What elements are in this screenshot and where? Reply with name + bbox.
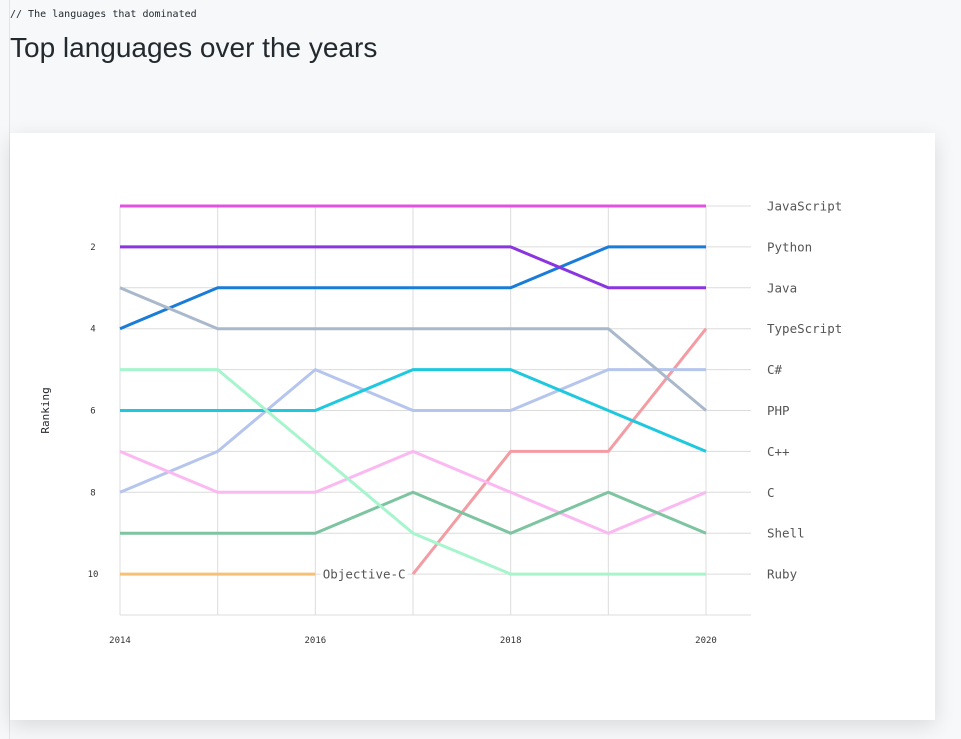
series-label: Java (767, 280, 797, 295)
x-tick-label: 2018 (500, 636, 522, 646)
y-axis-title: Ranking (39, 387, 52, 433)
page-title: Top languages over the years (10, 32, 378, 63)
series-line-php (119, 286, 707, 412)
y-tick-label: 8 (90, 488, 95, 498)
series-label: Python (767, 239, 812, 254)
inline-series-label: Objective-C (323, 567, 406, 582)
series-line-java (120, 245, 706, 290)
series-label: C# (767, 362, 783, 377)
series-line-cpp (120, 368, 707, 453)
x-tick-label: 2014 (109, 636, 131, 646)
series-line-c (119, 449, 707, 535)
x-tick-label: 2020 (695, 636, 717, 646)
section-comment: // The languages that dominated (10, 9, 197, 20)
left-divider (9, 0, 10, 739)
y-tick-label: 4 (90, 325, 95, 335)
chart-card: Objective-C JavaScript Python Java TypeScrip… (10, 133, 935, 720)
series-label: C++ (767, 444, 790, 459)
series-line-python (119, 245, 706, 331)
series-label: TypeScript (767, 321, 842, 336)
series-line-shell (120, 490, 707, 535)
y-tick-label: 2 (90, 243, 95, 253)
series-line-csharp (119, 368, 706, 494)
bump-chart: Objective-C JavaScript Python Java TypeScrip… (39, 199, 842, 647)
series-label: Shell (767, 526, 805, 541)
y-tick-label: 10 (88, 570, 99, 580)
series-label: PHP (767, 403, 790, 418)
x-tick-label: 2016 (304, 636, 326, 646)
series-label: JavaScript (767, 199, 842, 214)
series-line-ruby (120, 368, 706, 576)
y-tick-label: 6 (90, 407, 95, 417)
series-label: C (767, 485, 775, 500)
series-label: Ruby (767, 567, 798, 582)
